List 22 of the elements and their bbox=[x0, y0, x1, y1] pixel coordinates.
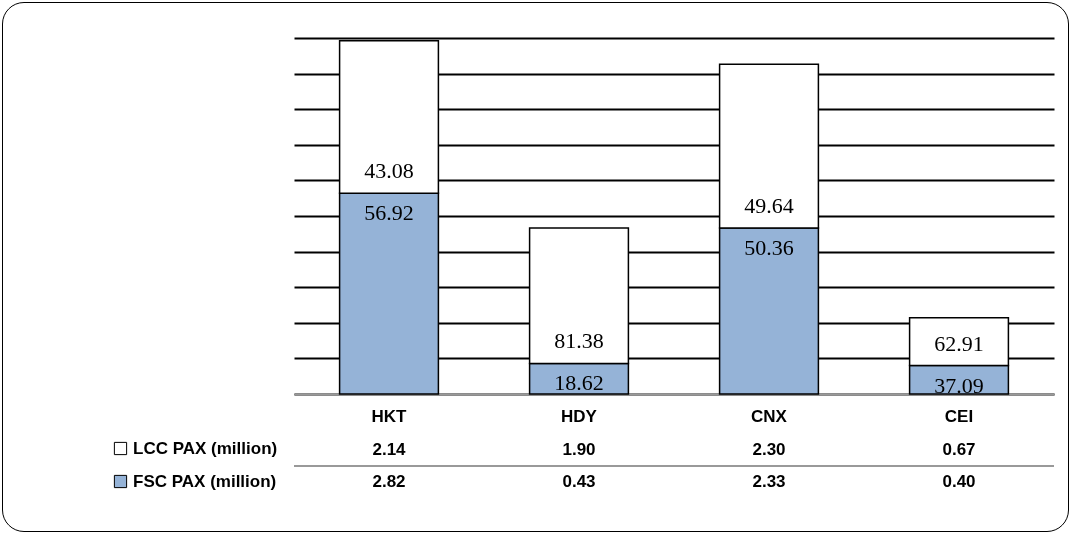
data-label: 2.33 bbox=[752, 472, 786, 491]
x-tick-label: CNX bbox=[751, 406, 788, 426]
data-label: 2.30 bbox=[752, 440, 786, 459]
data-label: 0.67 bbox=[942, 440, 976, 459]
x-tick-label: HKT bbox=[371, 406, 408, 426]
data-label: 2.82 bbox=[372, 472, 406, 491]
annotation: 56.92 bbox=[364, 200, 414, 226]
x-tick-label: HDY bbox=[561, 406, 598, 426]
annotation: 49.64 bbox=[744, 193, 794, 219]
annotation: 18.62 bbox=[554, 370, 604, 396]
annotation: 43.08 bbox=[364, 158, 414, 184]
data-label: 2.14 bbox=[372, 440, 407, 459]
data-label: 0.43 bbox=[562, 472, 596, 491]
legend-label: FSC PAX (million) bbox=[133, 471, 277, 491]
data-label: 0.40 bbox=[942, 472, 976, 491]
annotation: 37.09 bbox=[934, 372, 984, 398]
annotation: 50.36 bbox=[744, 235, 794, 261]
annotation: 62.91 bbox=[934, 330, 984, 356]
legend-label: LCC PAX (million) bbox=[133, 438, 278, 458]
annotation: 81.38 bbox=[554, 328, 604, 354]
data-label: 1.90 bbox=[562, 440, 596, 459]
x-tick-label: CEI bbox=[944, 406, 974, 426]
